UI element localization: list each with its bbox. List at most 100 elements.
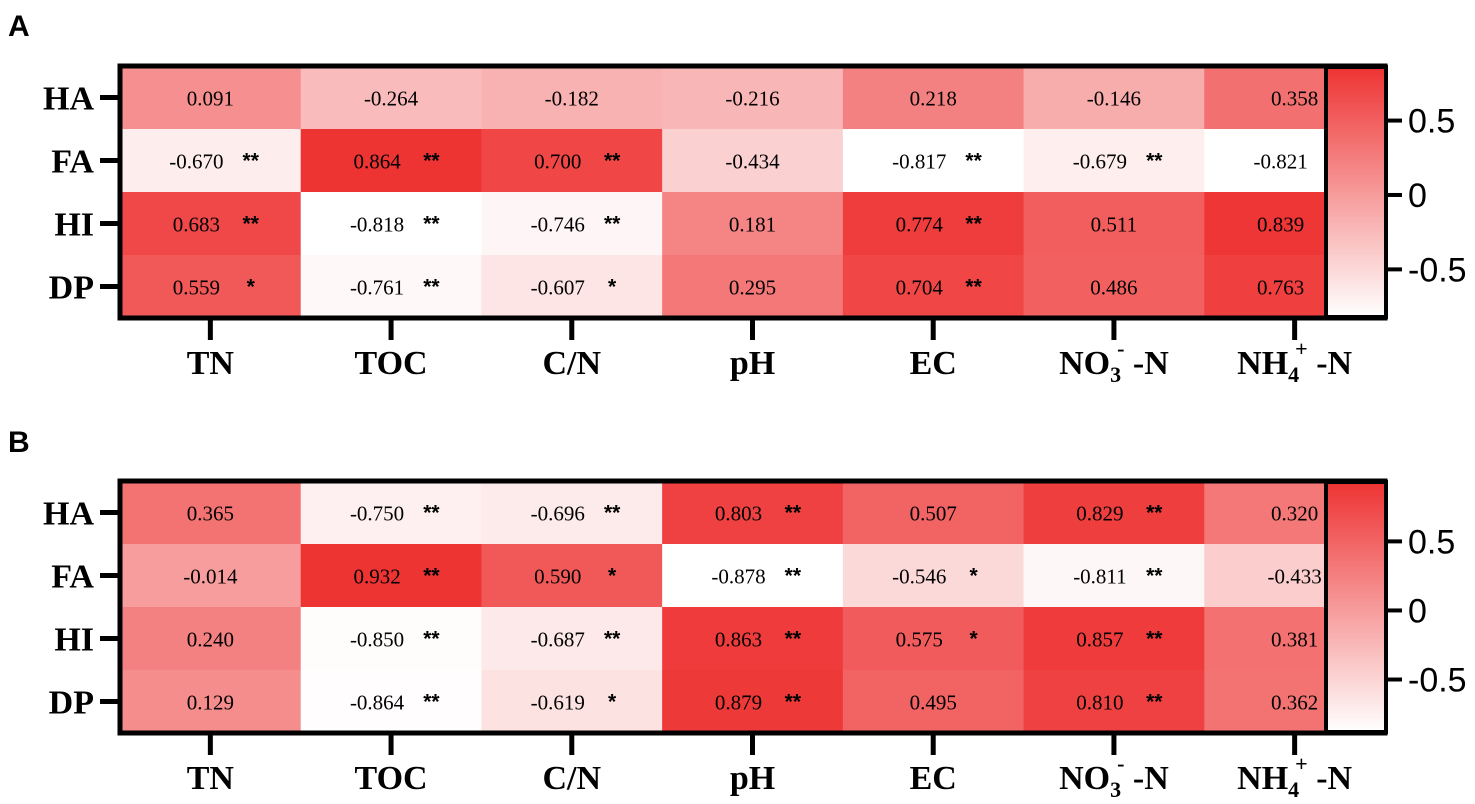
heatmap-cell [842,129,1025,193]
significance-marker: ** [604,628,621,651]
cell-value: -0.821 [1254,150,1308,174]
heatmap-cell [842,544,1025,608]
cell-value: 0.181 [729,213,776,237]
row-label: DP [49,685,94,722]
cell-value: 0.774 [896,213,944,237]
cell-value: 0.320 [1271,502,1318,526]
colorbar [1324,480,1388,734]
column-label: C/N [543,345,602,382]
column-label: EC [910,345,957,382]
heatmap-cell [842,192,1025,256]
heatmap-cell [481,607,663,671]
cell-value: 0.559 [173,276,220,300]
cell-value: 0.857 [1076,628,1123,652]
column-label: TN [187,345,235,382]
significance-marker: ** [785,691,802,714]
colorbar-tick-label: 0.5 [1408,523,1455,561]
significance-marker: ** [423,691,440,714]
significance-marker: ** [965,150,982,173]
heatmap-cell [481,192,663,256]
cell-value: -0.146 [1087,87,1141,111]
significance-marker: ** [1146,628,1163,651]
colorbar-tick-label: 0 [1408,177,1427,215]
heatmap-cell [662,481,844,545]
significance-marker: ** [604,502,621,525]
row-label: HI [54,622,94,659]
heatmap-cell [842,66,1025,130]
heatmap-cell [1023,129,1205,193]
heatmap-cell [1023,670,1205,734]
heatmap-cell [662,66,844,130]
heatmap-cell [662,192,844,256]
significance-marker: ** [423,150,440,173]
heatmap-cell [120,66,302,130]
cell-value: 0.486 [1090,276,1137,300]
column-label: EC [910,760,957,797]
column-label: pH [730,760,775,797]
heatmap-cell [842,607,1025,671]
cell-value: -0.864 [350,691,405,715]
cell-value: -0.811 [1073,565,1126,589]
heatmap-cell [300,670,482,734]
row-label: FA [51,559,94,596]
heatmap-cell [481,255,663,319]
heatmap-cell [481,129,663,193]
panel-label: A [8,10,30,43]
cell-value: -0.687 [531,628,585,652]
significance-marker: ** [423,502,440,525]
column-label: NO3- -N [1059,336,1169,387]
heatmap-cell [300,481,482,545]
heatmap-cell [120,192,302,256]
column-label: TN [187,760,235,797]
cell-value: -0.817 [892,150,946,174]
heatmap-cell [662,607,844,671]
cell-value: 0.507 [910,502,957,526]
colorbar-tick-label: -0.5 [1408,662,1467,700]
heatmap-cell [842,481,1025,545]
heatmap-cell [300,255,482,319]
heatmap-cell [1023,544,1205,608]
significance-marker: ** [423,276,440,299]
significance-marker: ** [1146,565,1163,588]
heatmap-cell [1023,66,1205,130]
significance-marker: ** [423,565,440,588]
heatmap-cell [662,255,844,319]
row-label: FA [51,144,94,181]
cell-value: 0.864 [353,150,401,174]
heatmap-cell [481,66,663,130]
cell-value: 0.590 [534,565,581,589]
cell-value: -0.878 [711,565,765,589]
heatmap-cell [300,66,482,130]
heatmap-cell [481,544,663,608]
cell-value: 0.700 [534,150,581,174]
significance-marker: * [969,628,978,651]
significance-marker: ** [965,276,982,299]
heatmap-cell [120,129,302,193]
cell-value: 0.295 [729,276,776,300]
significance-marker: ** [785,502,802,525]
significance-marker: * [969,565,978,588]
cell-value: 0.381 [1271,628,1318,652]
cell-value: -0.607 [531,276,585,300]
cell-value: -0.679 [1073,150,1127,174]
row-label: HA [43,81,94,118]
heatmap-cell [120,481,302,545]
column-label: NO3- -N [1059,751,1169,802]
cell-value: -0.818 [350,213,404,237]
cell-value: -0.182 [545,87,599,111]
heatmap-cell [842,670,1025,734]
significance-marker: ** [1146,691,1163,714]
panel-b: B0.365 -0.750 ** -0.696 ** 0.803 ** 0.507 0.829 *… [8,426,1467,802]
colorbar-tick-label: 0.5 [1408,103,1455,141]
cell-value: -0.433 [1268,565,1322,589]
cell-value: 0.763 [1257,276,1304,300]
significance-marker: ** [243,213,260,236]
colorbar-tick-label: 0 [1408,592,1427,630]
significance-marker: ** [785,565,802,588]
panel-a: A 0.091 -0.264 -0.182 -0.216 0.218 -0.146 0.358… [8,10,1467,387]
cell-value: 0.803 [715,502,762,526]
heatmap-cell [300,129,482,193]
cell-value: 0.810 [1076,691,1123,715]
heatmap-cell [662,670,844,734]
